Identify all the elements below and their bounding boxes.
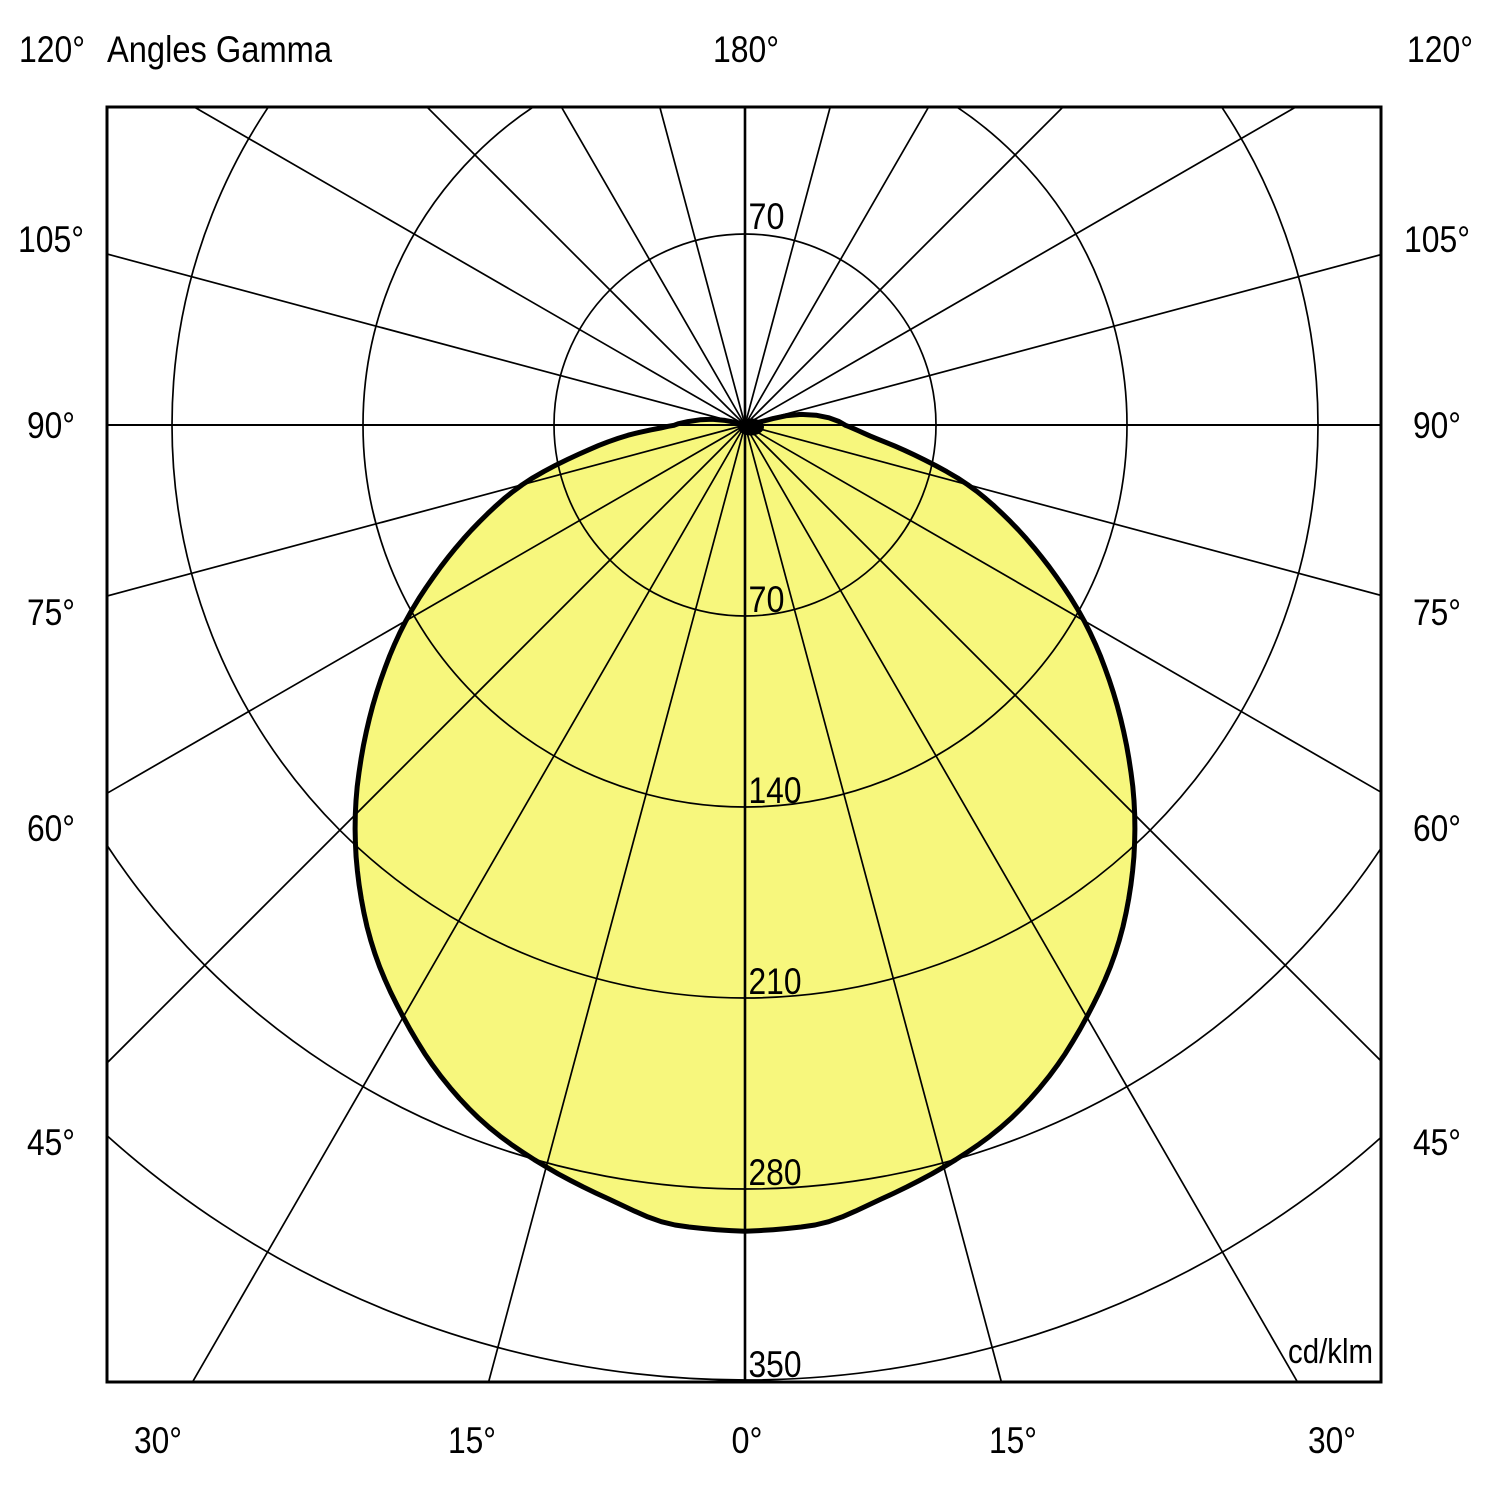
svg-text:30°: 30°: [1308, 1420, 1356, 1461]
svg-text:140: 140: [749, 770, 802, 811]
svg-text:90°: 90°: [1413, 405, 1461, 446]
svg-text:75°: 75°: [1413, 592, 1461, 633]
svg-text:120°: 120°: [19, 29, 85, 70]
svg-text:70: 70: [749, 196, 785, 237]
svg-text:15°: 15°: [989, 1420, 1037, 1461]
svg-text:60°: 60°: [27, 808, 75, 849]
svg-text:0°: 0°: [732, 1420, 763, 1461]
svg-text:280: 280: [749, 1152, 802, 1193]
svg-text:70: 70: [749, 579, 785, 620]
svg-text:30°: 30°: [134, 1420, 182, 1461]
svg-text:105°: 105°: [18, 219, 84, 260]
svg-text:75°: 75°: [27, 592, 75, 633]
svg-text:105°: 105°: [1404, 219, 1470, 260]
svg-text:Angles Gamma: Angles Gamma: [107, 29, 332, 70]
svg-text:350: 350: [749, 1344, 802, 1385]
svg-text:120°: 120°: [1407, 29, 1473, 70]
svg-text:15°: 15°: [448, 1420, 496, 1461]
svg-text:210: 210: [749, 961, 802, 1002]
svg-text:60°: 60°: [1413, 808, 1461, 849]
svg-text:45°: 45°: [27, 1122, 75, 1163]
svg-text:180°: 180°: [713, 29, 779, 70]
svg-text:90°: 90°: [27, 405, 75, 446]
svg-text:cd/klm: cd/klm: [1288, 1333, 1373, 1371]
svg-text:45°: 45°: [1413, 1122, 1461, 1163]
